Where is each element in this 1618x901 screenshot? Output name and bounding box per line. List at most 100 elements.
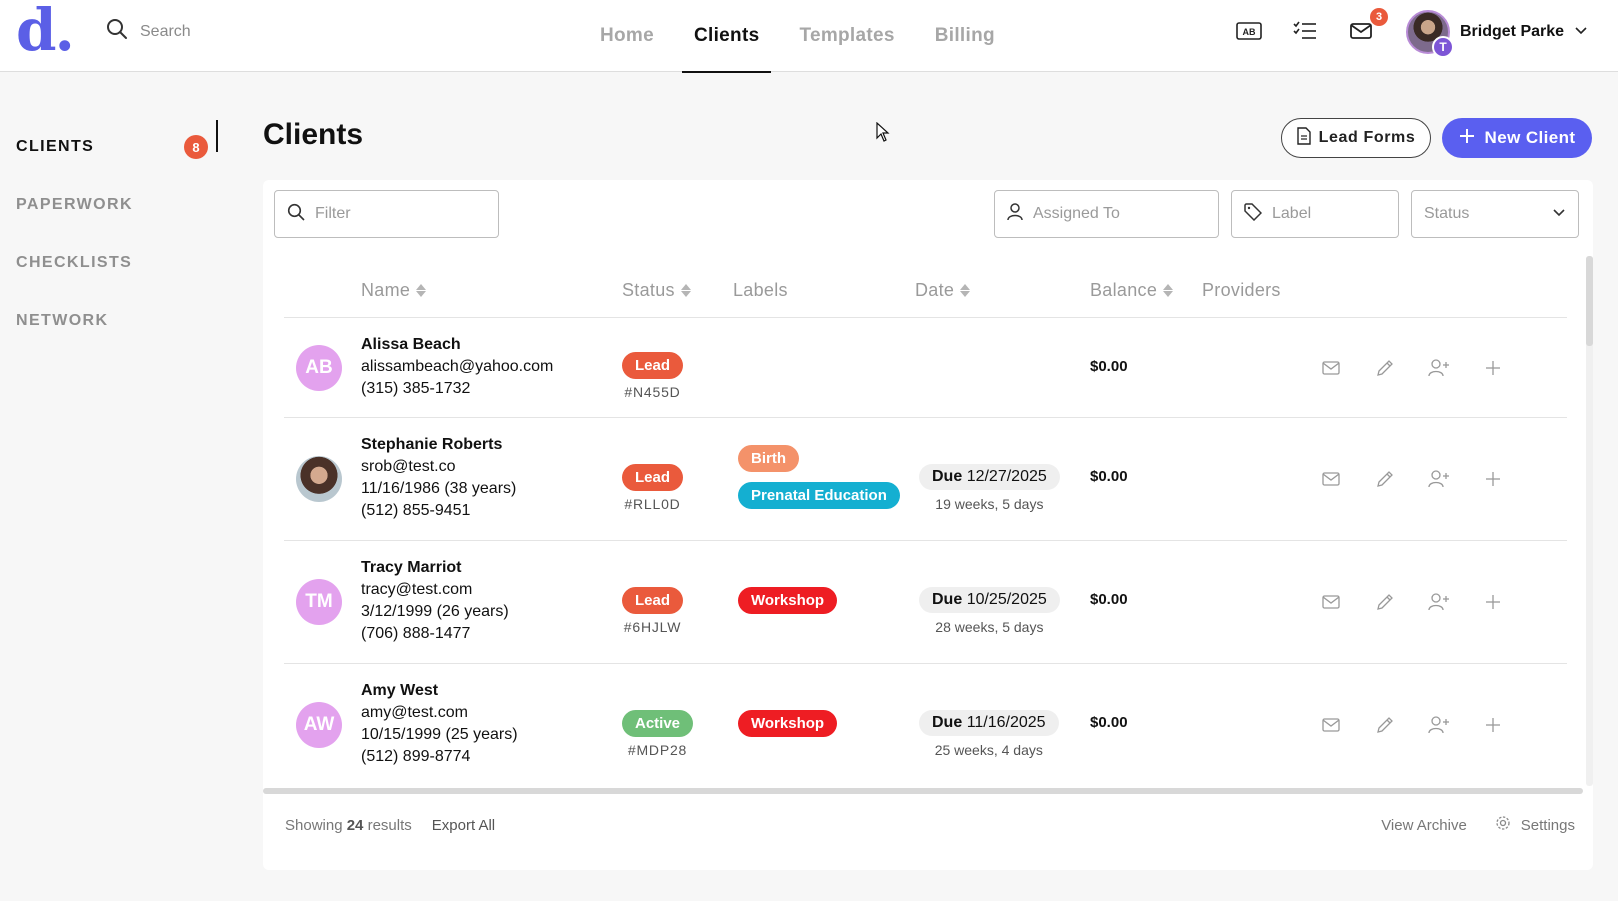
status-badge: Lead xyxy=(622,464,684,491)
add-user-icon[interactable] xyxy=(1428,468,1450,490)
nav-home[interactable]: Home xyxy=(600,25,654,46)
due-relative: 25 weeks, 4 days xyxy=(934,742,1043,758)
client-info: Tracy Marriot tracy@test.com 3/12/1999 (… xyxy=(361,557,509,645)
due-relative: 28 weeks, 5 days xyxy=(935,619,1044,635)
edit-pencil-icon[interactable] xyxy=(1374,591,1396,613)
assigned-to-field[interactable] xyxy=(994,190,1219,238)
client-email: alissambeach@yahoo.com xyxy=(361,358,554,375)
column-header-balance[interactable]: Balance xyxy=(1090,280,1174,301)
mouse-cursor-icon xyxy=(876,121,890,147)
column-header-name[interactable]: Name xyxy=(361,280,427,301)
sidebar-item-label: CLIENTS xyxy=(16,138,95,155)
table-row[interactable]: AW Amy West amy@test.com 10/15/1999 (25 … xyxy=(284,664,1567,786)
sidebar-item-network[interactable]: NETWORK xyxy=(16,312,109,329)
edit-pencil-icon[interactable] xyxy=(1374,468,1396,490)
client-info: Stephanie Roberts srob@test.co 11/16/198… xyxy=(361,434,516,522)
lead-forms-label: Lead Forms xyxy=(1318,129,1416,146)
vertical-scrollbar-thumb[interactable] xyxy=(1586,256,1593,346)
column-header-label: Name xyxy=(361,280,411,300)
table-row[interactable]: Stephanie Roberts srob@test.co 11/16/198… xyxy=(284,418,1567,541)
email-icon[interactable] xyxy=(1320,357,1342,379)
email-icon[interactable] xyxy=(1320,591,1342,613)
label-badge[interactable]: Workshop xyxy=(738,710,838,737)
document-icon xyxy=(1296,126,1311,150)
label-badge[interactable]: Workshop xyxy=(738,587,838,614)
client-due-date: Due 12/27/2025 19 weeks, 5 days xyxy=(919,464,1060,512)
plus-icon[interactable] xyxy=(1482,714,1504,736)
mail-icon[interactable]: 3 xyxy=(1348,8,1388,44)
email-icon[interactable] xyxy=(1320,714,1342,736)
user-name: Bridget Parke xyxy=(1460,23,1565,40)
status-badge: Lead xyxy=(622,352,684,379)
client-name[interactable]: Alissa Beach xyxy=(361,336,461,353)
label-input[interactable] xyxy=(1272,205,1372,223)
client-name[interactable]: Stephanie Roberts xyxy=(361,436,503,453)
app-logo[interactable]: d. xyxy=(16,0,75,64)
clients-table-card: Status Name Status Labels Date Balance P… xyxy=(263,180,1593,870)
plus-icon[interactable] xyxy=(1482,468,1504,490)
sidebar-item-paperwork[interactable]: PAPERWORK xyxy=(16,196,133,213)
user-menu[interactable]: T Bridget Parke xyxy=(1406,10,1588,58)
top-navigation-bar: d. Search Home Clients Templates Billing… xyxy=(0,0,1618,73)
checklist-icon[interactable] xyxy=(1292,18,1318,44)
filter-input[interactable] xyxy=(315,205,465,223)
user-icon xyxy=(1007,202,1023,226)
assigned-to-input[interactable] xyxy=(1033,205,1183,223)
nav-clients[interactable]: Clients xyxy=(674,0,779,73)
client-phone: (315) 385-1732 xyxy=(361,380,471,397)
client-due-date: Due 11/16/2025 25 weeks, 4 days xyxy=(919,710,1059,758)
sidebar-item-checklists[interactable]: CHECKLISTS xyxy=(16,254,133,271)
results-count: Showing 24 results xyxy=(285,816,412,834)
new-client-button[interactable]: New Client xyxy=(1442,118,1592,158)
client-code: #RLL0D xyxy=(624,496,681,512)
client-code: #MDP28 xyxy=(627,742,688,758)
label-field[interactable] xyxy=(1231,190,1399,238)
due-date-badge: Due 12/27/2025 xyxy=(919,464,1060,490)
client-dob: 3/12/1999 (26 years) xyxy=(361,603,509,620)
table-row[interactable]: TM Tracy Marriot tracy@test.com 3/12/199… xyxy=(284,541,1567,664)
export-all-link[interactable]: Export All xyxy=(431,816,496,834)
nav-billing[interactable]: Billing xyxy=(934,25,995,46)
client-name[interactable]: Tracy Marriot xyxy=(361,559,462,576)
client-phone: (512) 855-9451 xyxy=(361,502,471,519)
client-balance: $0.00 xyxy=(1090,358,1128,375)
column-header-status[interactable]: Status xyxy=(622,280,691,301)
ab-test-icon[interactable]: AB xyxy=(1236,18,1262,44)
label-badge[interactable]: Birth xyxy=(738,445,799,472)
filter-field[interactable] xyxy=(274,190,499,238)
sort-icon xyxy=(1163,284,1174,297)
table-row[interactable]: AB Alissa Beach alissambeach@yahoo.com (… xyxy=(284,318,1567,418)
main-nav: Home Clients Templates Billing xyxy=(580,0,1015,73)
view-archive-link[interactable]: View Archive xyxy=(1381,816,1467,834)
vertical-scrollbar-track[interactable] xyxy=(1586,256,1593,786)
settings-link[interactable]: Settings xyxy=(1495,815,1575,835)
client-balance: $0.00 xyxy=(1090,714,1128,731)
client-due-date: Due 10/25/2025 28 weeks, 5 days xyxy=(919,587,1060,635)
add-user-icon[interactable] xyxy=(1428,591,1450,613)
nav-templates[interactable]: Templates xyxy=(799,25,895,46)
client-name[interactable]: Amy West xyxy=(361,682,439,699)
lead-forms-button[interactable]: Lead Forms xyxy=(1281,118,1431,158)
client-balance: $0.00 xyxy=(1090,591,1128,608)
client-status: Active #MDP28 xyxy=(622,710,694,758)
edit-pencil-icon[interactable] xyxy=(1374,714,1396,736)
status-badge: Lead xyxy=(622,587,684,614)
horizontal-scrollbar[interactable] xyxy=(263,788,1583,794)
add-user-icon[interactable] xyxy=(1428,357,1450,379)
add-user-icon[interactable] xyxy=(1428,714,1450,736)
status-select[interactable]: Status xyxy=(1411,190,1579,238)
label-badge[interactable]: Prenatal Education xyxy=(738,482,900,509)
sidebar-item-clients[interactable]: CLIENTS 8 xyxy=(16,118,220,176)
due-date-badge: Due 10/25/2025 xyxy=(919,587,1060,613)
plus-icon[interactable] xyxy=(1482,591,1504,613)
plus-icon[interactable] xyxy=(1482,357,1504,379)
avatar: TM xyxy=(296,579,342,625)
client-email: srob@test.co xyxy=(361,458,456,475)
due-date-badge: Due 11/16/2025 xyxy=(919,710,1059,736)
email-icon[interactable] xyxy=(1320,468,1342,490)
column-header-date[interactable]: Date xyxy=(915,280,971,301)
client-status: Lead #N455D xyxy=(622,352,684,400)
edit-pencil-icon[interactable] xyxy=(1374,357,1396,379)
chevron-down-icon xyxy=(1574,23,1588,41)
global-search[interactable]: Search xyxy=(106,18,191,45)
